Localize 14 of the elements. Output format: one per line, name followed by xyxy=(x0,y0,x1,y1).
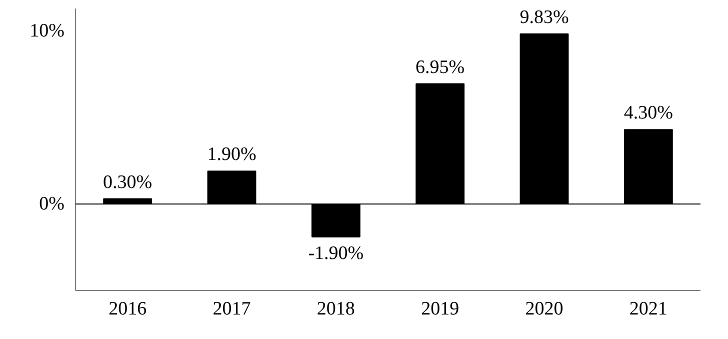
y-tick-label: 10% xyxy=(30,20,65,42)
x-tick-label: 2020 xyxy=(525,298,564,320)
x-tick-label: 2021 xyxy=(629,298,668,320)
y-tick-label: 0% xyxy=(39,193,65,214)
x-tick-label: 2016 xyxy=(108,298,147,320)
x-tick-label: 2018 xyxy=(316,298,355,320)
data-label: 4.30% xyxy=(624,102,674,124)
x-tick-label: 2019 xyxy=(421,298,460,320)
data-label: -1.90% xyxy=(308,242,364,264)
x-tick-label: 2017 xyxy=(212,298,251,320)
data-label: 6.95% xyxy=(416,56,465,78)
data-label: 0.30% xyxy=(103,172,152,193)
data-label: 1.90% xyxy=(207,144,256,166)
data-label: 9.83% xyxy=(520,6,569,28)
